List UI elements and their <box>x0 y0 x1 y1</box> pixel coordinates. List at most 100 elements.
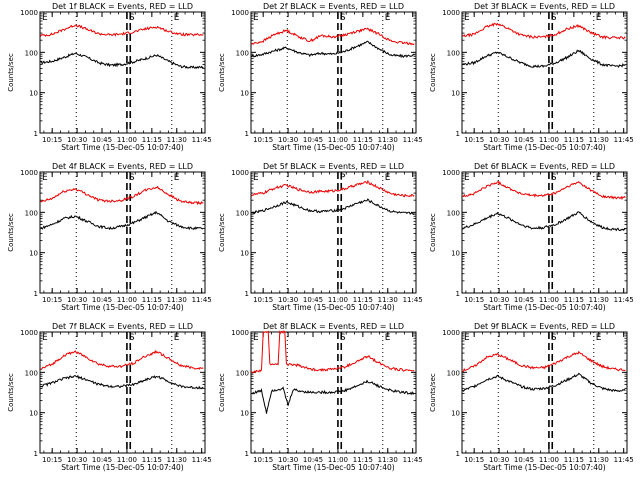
detector-panel: Det 9f BLACK = Events, RED = LLD Counts/s… <box>429 322 634 472</box>
time-marker-label: E <box>385 333 391 343</box>
x-tick-label: 11:30 <box>167 296 187 304</box>
x-axis-label: Start Time (15-Dec-05 10:07:40) <box>61 143 183 152</box>
x-tick-label: 11:00 <box>539 296 559 304</box>
x-tick-label: 11:45 <box>614 456 634 464</box>
x-tick-label: 11:15 <box>564 456 584 464</box>
x-tick-label: 11:15 <box>353 296 373 304</box>
x-tick-label: 10:30 <box>278 136 298 144</box>
time-marker-label: E <box>464 173 470 183</box>
y-tick-label: 10 <box>240 410 249 418</box>
x-tick-label: 11:15 <box>353 136 373 144</box>
x-tick-label: 11:15 <box>142 456 162 464</box>
lld-series-line <box>40 349 204 371</box>
panel-title: Det 1f BLACK = Events, RED = LLD <box>52 2 193 11</box>
x-tick-label: 10:45 <box>303 296 323 304</box>
time-marker-label: E <box>42 13 48 23</box>
x-tick-label: 10:30 <box>67 296 87 304</box>
y-tick-label: 100 <box>25 369 38 377</box>
x-tick-label: 10:45 <box>514 296 534 304</box>
x-tick-label: 10:30 <box>278 296 298 304</box>
x-tick-label: 11:00 <box>539 456 559 464</box>
events-series-line <box>462 49 626 69</box>
lld-series-line <box>462 350 626 373</box>
plot-frame <box>461 171 628 294</box>
x-tick-label: 10:45 <box>514 136 534 144</box>
events-series-line <box>251 198 415 216</box>
x-tick-label: 11:15 <box>564 296 584 304</box>
x-tick-label: 11:45 <box>192 136 212 144</box>
y-tick-label: 1000 <box>442 169 460 177</box>
y-tick-label: 10 <box>29 90 38 98</box>
y-axis-label: Counts/sec <box>7 373 15 412</box>
x-axis-label: Start Time (15-Dec-05 10:07:40) <box>61 303 183 312</box>
y-tick-label: 1 <box>456 290 460 298</box>
y-tick-label: 1000 <box>442 329 460 337</box>
y-tick-label: 100 <box>447 209 460 217</box>
x-tick-label: 10:15 <box>253 296 273 304</box>
plot-frame <box>250 11 417 134</box>
y-tick-label: 1 <box>34 450 38 458</box>
x-tick-label: 11:30 <box>378 136 398 144</box>
detector-panel: Det 8f BLACK = Events, RED = LLD Counts/s… <box>218 322 423 472</box>
y-tick-label: 1000 <box>231 329 249 337</box>
plot-frame <box>250 171 417 294</box>
plot-frame <box>461 11 628 134</box>
y-axis-label: Counts/sec <box>7 53 15 92</box>
x-tick-label: 11:00 <box>117 456 137 464</box>
x-tick-label: 10:30 <box>67 456 87 464</box>
x-axis-label: Start Time (15-Dec-05 10:07:40) <box>483 303 605 312</box>
y-tick-label: 100 <box>447 369 460 377</box>
y-tick-label: 100 <box>25 209 38 217</box>
x-axis-label: Start Time (15-Dec-05 10:07:40) <box>272 303 394 312</box>
y-tick-label: 1 <box>34 130 38 138</box>
events-series-line <box>40 374 204 390</box>
events-series-line <box>40 52 204 69</box>
x-tick-label: 11:45 <box>403 296 423 304</box>
y-tick-label: 10 <box>451 410 460 418</box>
x-tick-label: 11:30 <box>378 296 398 304</box>
x-tick-label: 10:15 <box>42 456 62 464</box>
y-tick-label: 1000 <box>20 329 38 337</box>
time-marker-label: S <box>129 173 135 183</box>
y-tick-label: 1000 <box>231 9 249 17</box>
panel-title: Det 7f BLACK = Events, RED = LLD <box>52 322 193 331</box>
time-marker-label: E <box>385 173 391 183</box>
time-marker-label: E <box>174 13 180 23</box>
time-marker-label: S <box>340 13 346 23</box>
x-tick-label: 10:15 <box>464 456 484 464</box>
y-tick-label: 1000 <box>231 169 249 177</box>
y-tick-label: 1000 <box>20 9 38 17</box>
x-tick-label: 10:30 <box>67 136 87 144</box>
panel-title: Det 8f BLACK = Events, RED = LLD <box>263 322 404 331</box>
x-tick-label: 10:45 <box>92 456 112 464</box>
y-tick-label: 10 <box>29 410 38 418</box>
y-tick-label: 1 <box>456 130 460 138</box>
time-marker-label: S <box>129 13 135 23</box>
events-series-line <box>462 372 626 393</box>
detector-panel: Det 3f BLACK = Events, RED = LLD Counts/s… <box>429 2 634 152</box>
y-axis-label: Counts/sec <box>429 373 437 412</box>
detector-panel: Det 1f BLACK = Events, RED = LLD Counts/s… <box>7 2 212 152</box>
y-tick-label: 1000 <box>442 9 460 17</box>
lld-series-line <box>40 185 204 206</box>
x-tick-label: 11:00 <box>328 136 348 144</box>
panel-title: Det 6f BLACK = Events, RED = LLD <box>474 162 615 171</box>
x-tick-label: 10:30 <box>489 136 509 144</box>
y-axis-label: Counts/sec <box>218 373 226 412</box>
x-tick-label: 10:15 <box>42 296 62 304</box>
x-tick-label: 11:30 <box>167 456 187 464</box>
y-tick-label: 100 <box>236 369 249 377</box>
x-tick-label: 10:45 <box>514 456 534 464</box>
y-tick-label: 1 <box>34 290 38 298</box>
time-marker-label: E <box>596 333 602 343</box>
y-tick-label: 10 <box>240 90 249 98</box>
y-tick-label: 100 <box>25 49 38 57</box>
time-marker-label: S <box>340 333 346 343</box>
y-axis-label: Counts/sec <box>429 213 437 252</box>
y-tick-label: 1 <box>245 290 249 298</box>
y-tick-label: 100 <box>236 209 249 217</box>
x-tick-label: 10:45 <box>92 136 112 144</box>
x-tick-label: 11:45 <box>614 136 634 144</box>
y-tick-label: 100 <box>447 49 460 57</box>
time-marker-label: E <box>174 173 180 183</box>
